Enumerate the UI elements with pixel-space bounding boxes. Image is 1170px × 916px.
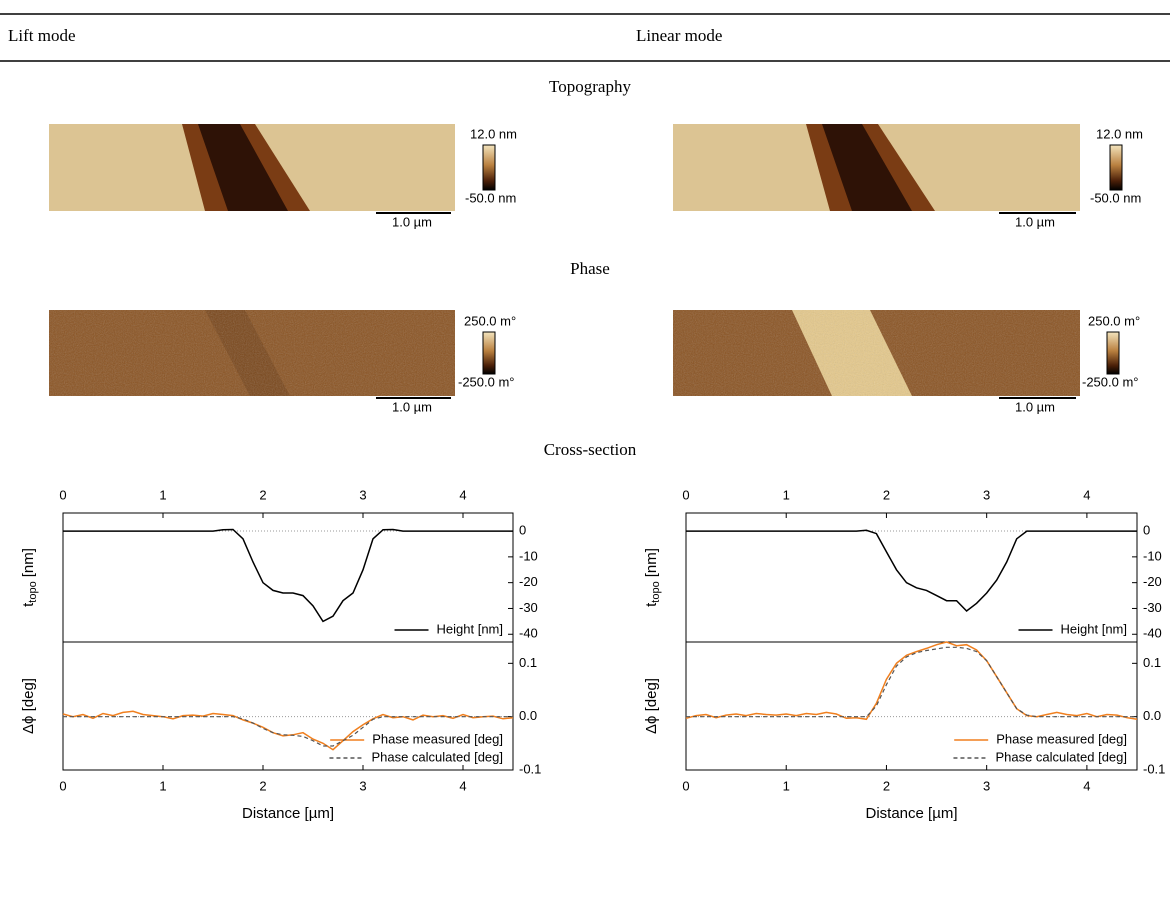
column-header: Lift mode [8,26,76,45]
y-axis-label-text: t [643,602,660,607]
series-line [63,528,513,623]
plot-frame [685,641,1138,771]
x-tick-label: 1 [783,778,790,793]
x-axis-label: Distance [µm] [866,805,958,822]
y-axis-label: ttopo [nm] [20,548,39,607]
series-line [686,646,1137,718]
legend-label: Phase measured [deg] [996,731,1127,746]
topography-image [49,124,455,211]
legend-label: Phase calculated [deg] [371,749,503,764]
plot-frame [62,641,514,771]
x-tick-label: 4 [459,778,466,793]
y-tick-label: -0.1 [519,761,541,776]
x-tick-label: 1 [159,778,166,793]
legend-label: Height [nm] [1061,621,1127,636]
x-tick-label: 3 [983,778,990,793]
x-tick-label: 0 [59,487,66,502]
x-tick-label: 2 [883,778,890,793]
x-tick-label: 1 [159,487,166,502]
x-tick-label: 4 [1083,778,1090,793]
y-tick-label: -20 [1143,574,1162,589]
x-tick-label: 2 [883,487,890,502]
series-line [686,529,1137,613]
y-tick-label: -30 [519,600,538,615]
y-tick-label: -10 [519,548,538,563]
x-tick-label: 4 [459,487,466,502]
y-tick-label: 0 [519,522,526,537]
x-tick-label: 2 [259,487,266,502]
colorbar-max: 12.0 nm [1096,126,1143,141]
column-header: Linear mode [636,26,722,45]
colorbar [1106,331,1120,375]
y-axis-label-text: Δϕ [deg] [20,678,37,734]
x-tick-label: 4 [1083,487,1090,502]
y-axis-label: Δϕ [deg] [20,678,37,734]
colorbar-min: -50.0 nm [1090,190,1141,205]
scale-bar-label: 1.0 µm [392,399,432,414]
y-axis-label-text: t [20,602,37,607]
colorbar-min: -50.0 nm [465,190,516,205]
phase-image [673,310,1080,396]
y-tick-label: 0.1 [519,655,537,670]
x-tick-label: 3 [359,778,366,793]
colorbar-min: -250.0 m° [1082,374,1139,389]
legend-label: Phase measured [deg] [372,731,503,746]
colorbar [1109,144,1123,191]
colorbar-max: 250.0 m° [1088,313,1140,328]
series-line [685,641,1138,721]
y-axis-label: Δϕ [deg] [643,678,660,734]
x-tick-label: 3 [983,487,990,502]
legend-label: Phase calculated [deg] [995,749,1127,764]
scale-bar-label: 1.0 µm [1015,399,1055,414]
y-tick-label: -30 [1143,600,1162,615]
scale-bar-label: 1.0 µm [1015,214,1055,229]
section-title: Topography [549,77,631,96]
topography-image [673,124,1080,211]
legend-label: Height [nm] [437,621,503,636]
y-axis-label-unit: [nm] [643,548,660,577]
series-line [62,710,514,751]
x-tick-label: 0 [682,778,689,793]
y-tick-label: -20 [519,574,538,589]
y-axis-label-unit: [nm] [20,548,37,577]
colorbar-max: 12.0 nm [470,126,517,141]
section-title: Phase [570,259,610,278]
y-tick-label: 0.1 [1143,655,1161,670]
x-axis-label: Distance [µm] [242,805,334,822]
section-title: Cross-section [544,440,637,459]
y-tick-label: -40 [1143,626,1162,641]
colorbar-min: -250.0 m° [458,374,515,389]
y-tick-label: -0.1 [1143,761,1165,776]
y-axis-label-sub: topo [650,581,662,602]
colorbar [482,144,496,191]
phase-image [49,310,455,396]
y-axis-label: ttopo [nm] [643,548,662,607]
y-tick-label: 0.0 [519,708,537,723]
y-tick-label: -40 [519,626,538,641]
y-tick-label: -10 [1143,548,1162,563]
x-tick-label: 2 [259,778,266,793]
x-tick-label: 1 [783,487,790,502]
colorbar [482,331,496,375]
x-tick-label: 3 [359,487,366,502]
y-axis-label-sub: topo [27,581,39,602]
y-axis-label-text: Δϕ [deg] [643,678,660,734]
x-tick-label: 0 [59,778,66,793]
colorbar-max: 250.0 m° [464,313,516,328]
y-tick-label: 0 [1143,522,1150,537]
y-tick-label: 0.0 [1143,708,1161,723]
scale-bar-label: 1.0 µm [392,214,432,229]
x-tick-label: 0 [682,487,689,502]
